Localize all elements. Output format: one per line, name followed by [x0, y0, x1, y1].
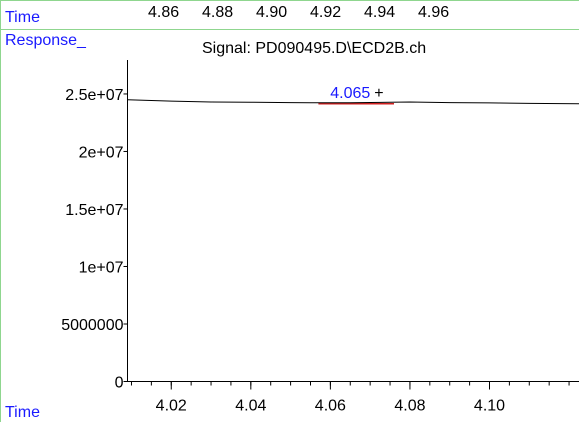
top-axis-tick-label: 4.86: [148, 4, 179, 21]
y-tick-label: 1.5e+07: [65, 202, 123, 219]
top-axis-tick-label: 4.88: [202, 4, 233, 21]
x-tick-label: 4.02: [156, 398, 187, 415]
top-axis-tick-label: 4.90: [256, 4, 287, 21]
x-axis-minor-ticks: [130, 381, 570, 386]
x-axis-ticks: 4.02 4.04 4.06 4.08 4.10: [156, 381, 505, 415]
signal-line: [127, 99, 579, 105]
x-tick-label: 4.04: [235, 398, 266, 415]
chart-title: Signal: PD090495.D\ECD2B.ch: [202, 40, 426, 57]
x-tick-label: 4.10: [474, 398, 505, 415]
top-axis-ticks: 4.86 4.88 4.90 4.92 4.94 4.96: [148, 4, 449, 21]
peak-marker: +: [374, 85, 383, 102]
y-tick-label: 1e+07: [79, 259, 124, 276]
y-tick-label: 0: [115, 375, 124, 392]
top-axis-label: Time: [5, 9, 40, 26]
y-tick-label: 2e+07: [79, 144, 124, 161]
top-axis-tick-label: 4.96: [418, 4, 449, 21]
top-axis-tick-label: 4.92: [310, 4, 341, 21]
y-tick-label: 5000000: [61, 317, 123, 334]
y-axis-label: Response_: [5, 32, 87, 49]
peak-time-label: 4.065: [330, 85, 370, 102]
y-tick-label: 2.5e+07: [65, 87, 123, 104]
x-tick-label: 4.08: [394, 398, 425, 415]
x-tick-label: 4.06: [315, 398, 346, 415]
top-axis-tick-label: 4.94: [364, 4, 395, 21]
y-axis-ticks: 2.5e+07 2e+07 1.5e+07 1e+07 5000000 0: [61, 87, 128, 392]
x-axis-label: Time: [5, 404, 40, 421]
